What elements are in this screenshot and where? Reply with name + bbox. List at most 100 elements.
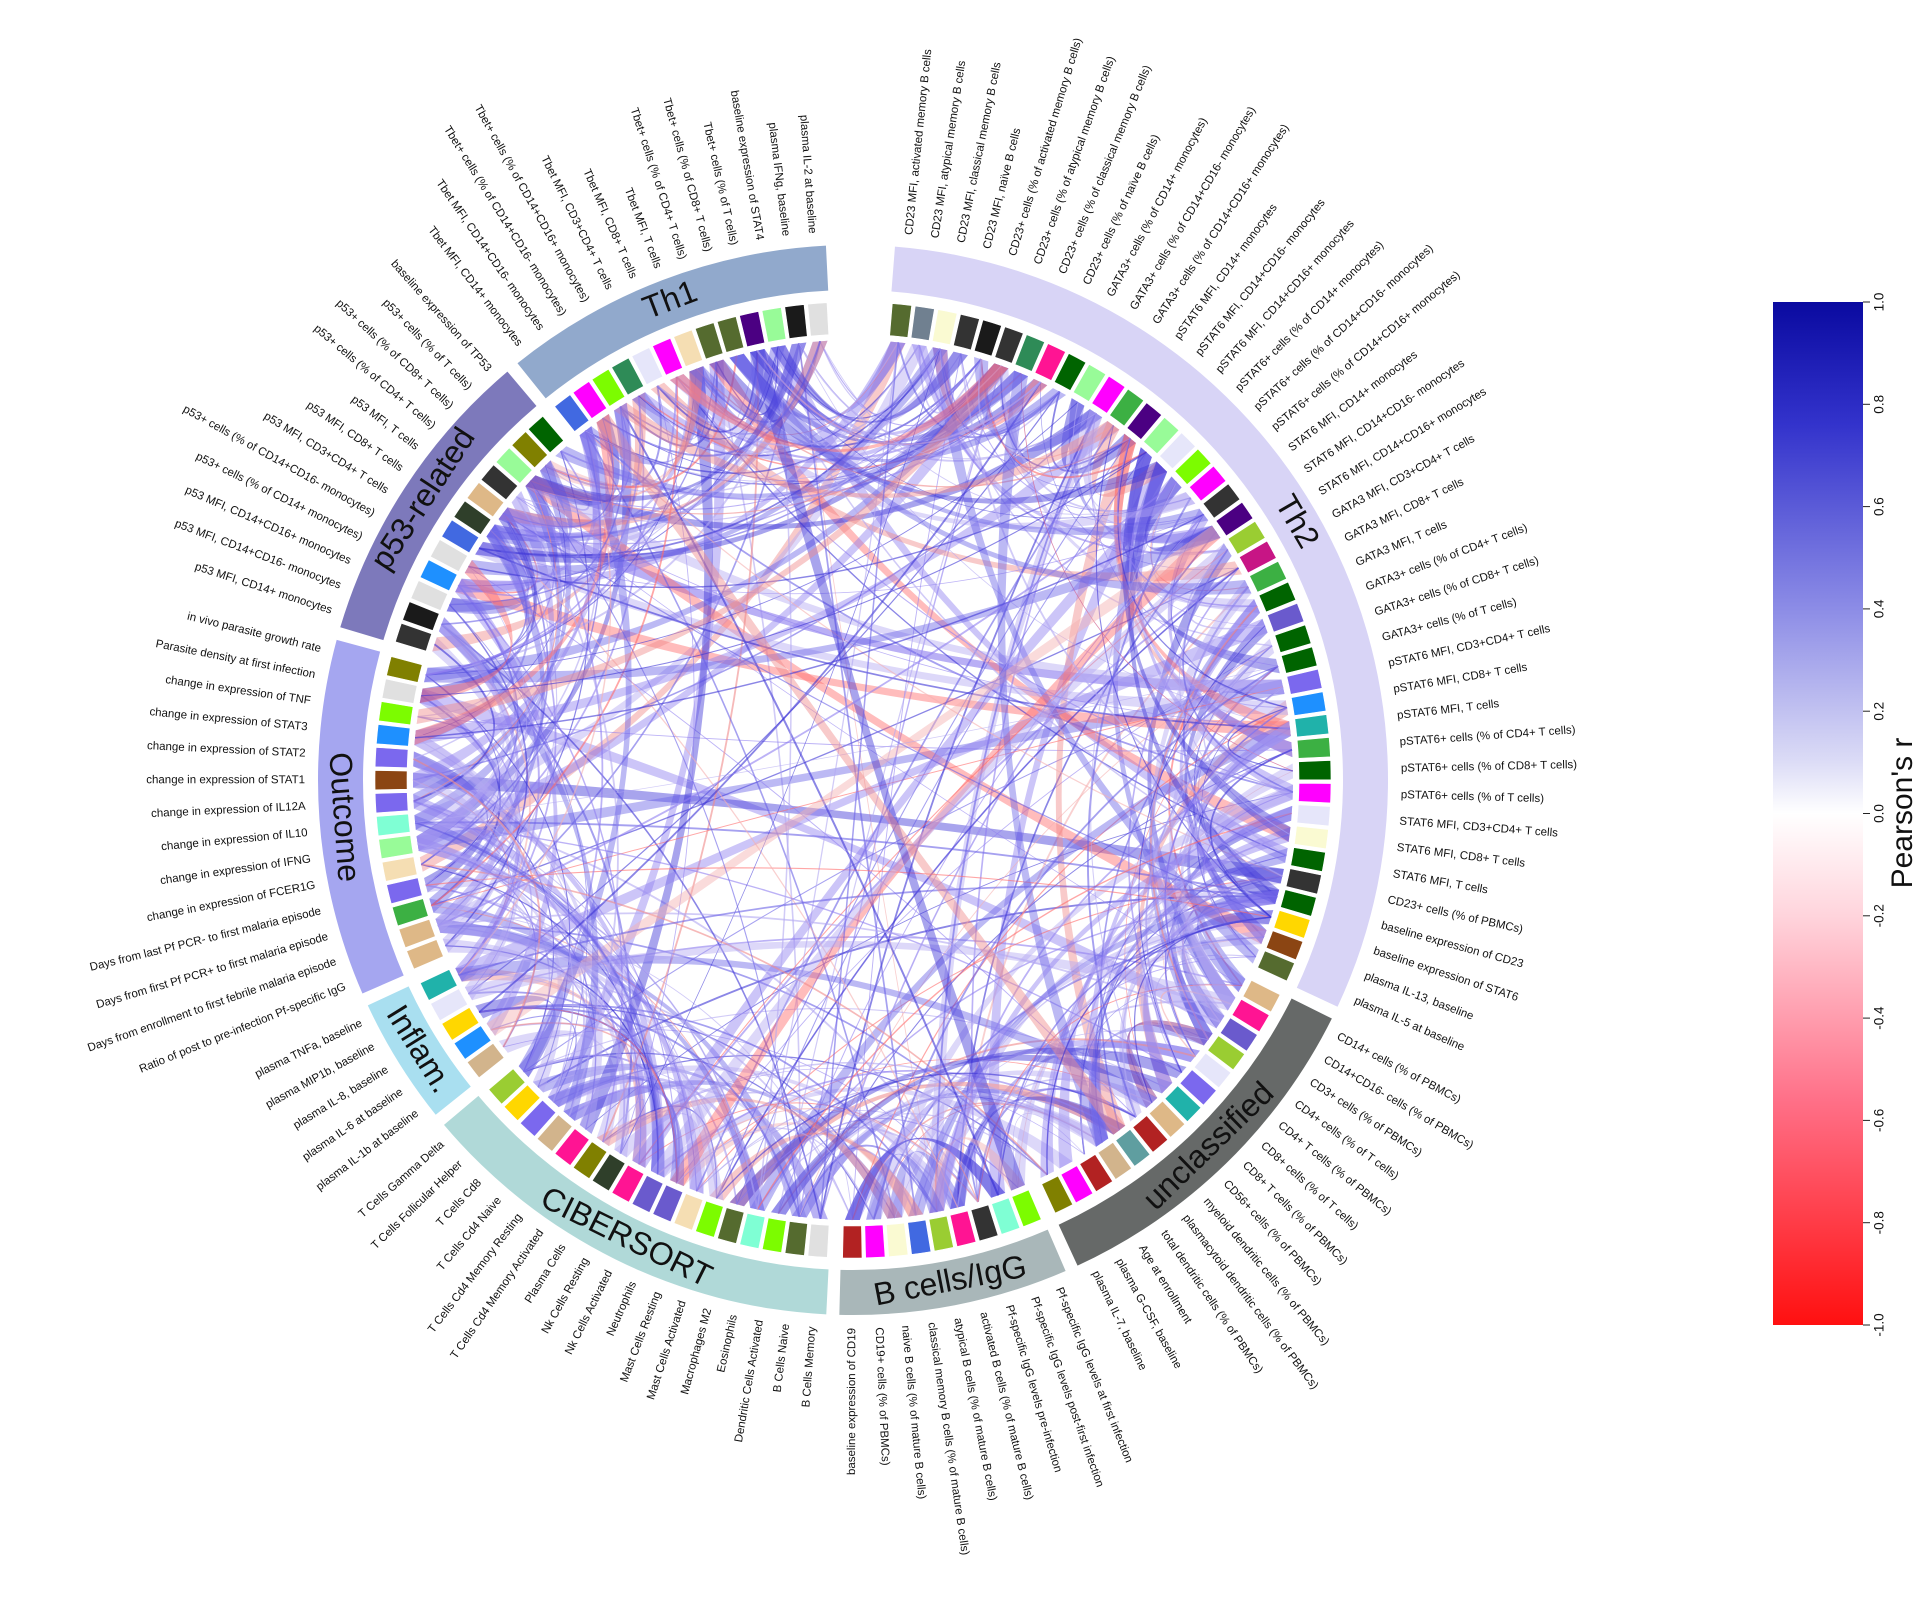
variable-block — [453, 500, 492, 535]
chord-link — [425, 343, 800, 676]
chord-link — [458, 430, 612, 976]
chord-link — [1068, 398, 1221, 544]
chord-link — [1167, 508, 1293, 758]
variable-block — [1053, 353, 1087, 391]
chord-link — [777, 346, 1060, 448]
chord-link — [602, 1062, 1103, 1144]
chord-link — [1223, 867, 1284, 905]
variable-label: plasma MIP1b, baseline — [264, 1041, 377, 1111]
variable-label: pSTAT6+ cells (% of CD8+ T cells) — [1401, 759, 1578, 775]
variable-block — [1126, 402, 1163, 440]
variable-label: change in expression of IL12A — [151, 801, 306, 821]
chord-link — [585, 365, 1002, 482]
chord-link — [619, 406, 1000, 1196]
chord-link — [1168, 605, 1258, 987]
chord-link — [614, 1112, 705, 1194]
chord-link — [1203, 791, 1294, 958]
chord-link — [1126, 447, 1293, 758]
variable-label: baseline expression of CD19 — [846, 1328, 858, 1475]
variable-block — [953, 313, 980, 351]
chord-link — [844, 1137, 1006, 1220]
chord-link — [413, 643, 496, 803]
chord-link — [425, 674, 522, 976]
variable-block — [717, 1207, 745, 1244]
variable-block — [761, 1217, 787, 1253]
chord-link — [412, 779, 574, 1103]
variable-block — [374, 770, 408, 791]
chord-link — [1088, 1051, 1182, 1143]
variable-label: plasma G-CSF, baseline — [1113, 1257, 1184, 1371]
chord-link — [579, 366, 704, 465]
variable-block — [554, 1128, 590, 1166]
colorbar-tick-label: -0.2 — [1872, 904, 1887, 927]
variable-block — [1132, 1115, 1169, 1153]
variable-block — [430, 988, 469, 1022]
variable-block — [536, 1114, 573, 1152]
chord-link — [1046, 916, 1272, 1175]
chord-link — [950, 1040, 1200, 1210]
chord-link — [676, 645, 1273, 1184]
variable-block — [1193, 1052, 1232, 1089]
chord-link — [1182, 875, 1283, 1023]
variable-block — [374, 792, 409, 814]
chord-link — [939, 348, 1061, 437]
variable-block — [503, 1084, 541, 1122]
variable-block — [611, 1164, 645, 1203]
variable-block — [381, 678, 418, 704]
chord-link — [866, 1153, 945, 1220]
chord-link — [525, 342, 807, 502]
chord-link — [1187, 721, 1291, 993]
variable-block — [970, 1204, 999, 1242]
variable-block — [1298, 760, 1332, 781]
chord-link — [419, 560, 513, 704]
chord-link — [851, 353, 962, 1221]
chord-link — [437, 912, 1221, 1024]
chord-link — [715, 567, 1239, 1199]
chord-link — [716, 438, 1131, 1199]
chord-link — [431, 905, 853, 1221]
chord-link — [458, 885, 1278, 976]
variable-block — [611, 357, 645, 396]
variable-block — [419, 969, 458, 1001]
variable-block — [928, 1215, 954, 1252]
chord-link — [956, 1078, 1153, 1208]
chord-link — [423, 525, 1221, 683]
chord-link — [988, 461, 1168, 1198]
chord-link — [446, 524, 530, 615]
chord-link — [695, 424, 1115, 1192]
group-arc — [318, 639, 404, 994]
chord-link — [770, 345, 968, 423]
variable-block — [466, 1042, 505, 1079]
chord-link — [437, 481, 1178, 927]
colorbar-tick-label: -1.0 — [1872, 1313, 1887, 1336]
variable-block — [1215, 501, 1254, 537]
chord-link — [638, 567, 1240, 1165]
variable-block — [761, 307, 787, 343]
variable-label: Neutrophils — [605, 1280, 639, 1338]
chord-link — [716, 1072, 1137, 1199]
chord-link — [650, 1087, 1073, 1178]
chord-link — [424, 877, 490, 933]
chord-link — [416, 679, 1285, 851]
chord-link — [939, 348, 1041, 430]
chord-link — [939, 348, 1131, 469]
chord-link — [756, 812, 1292, 1210]
variable-block — [889, 303, 912, 338]
chord-link — [457, 584, 540, 976]
variable-block — [398, 918, 436, 949]
variable-block — [949, 1210, 977, 1247]
chord-link — [1182, 548, 1294, 793]
chord-link — [547, 1075, 765, 1212]
chord-link — [584, 430, 1294, 794]
chord-link — [523, 665, 1279, 1073]
variable-block — [378, 835, 414, 860]
chord-link — [918, 344, 1228, 554]
chord-link — [414, 513, 1205, 739]
chord-link — [918, 344, 982, 414]
colorbar-title: Pearson's r — [1886, 738, 1919, 889]
variable-label: B Cells Naive — [772, 1323, 792, 1393]
chord-link — [1090, 481, 1178, 1104]
variable-block — [1034, 343, 1066, 381]
chord-link — [1090, 413, 1279, 667]
chord-link — [455, 578, 1291, 736]
